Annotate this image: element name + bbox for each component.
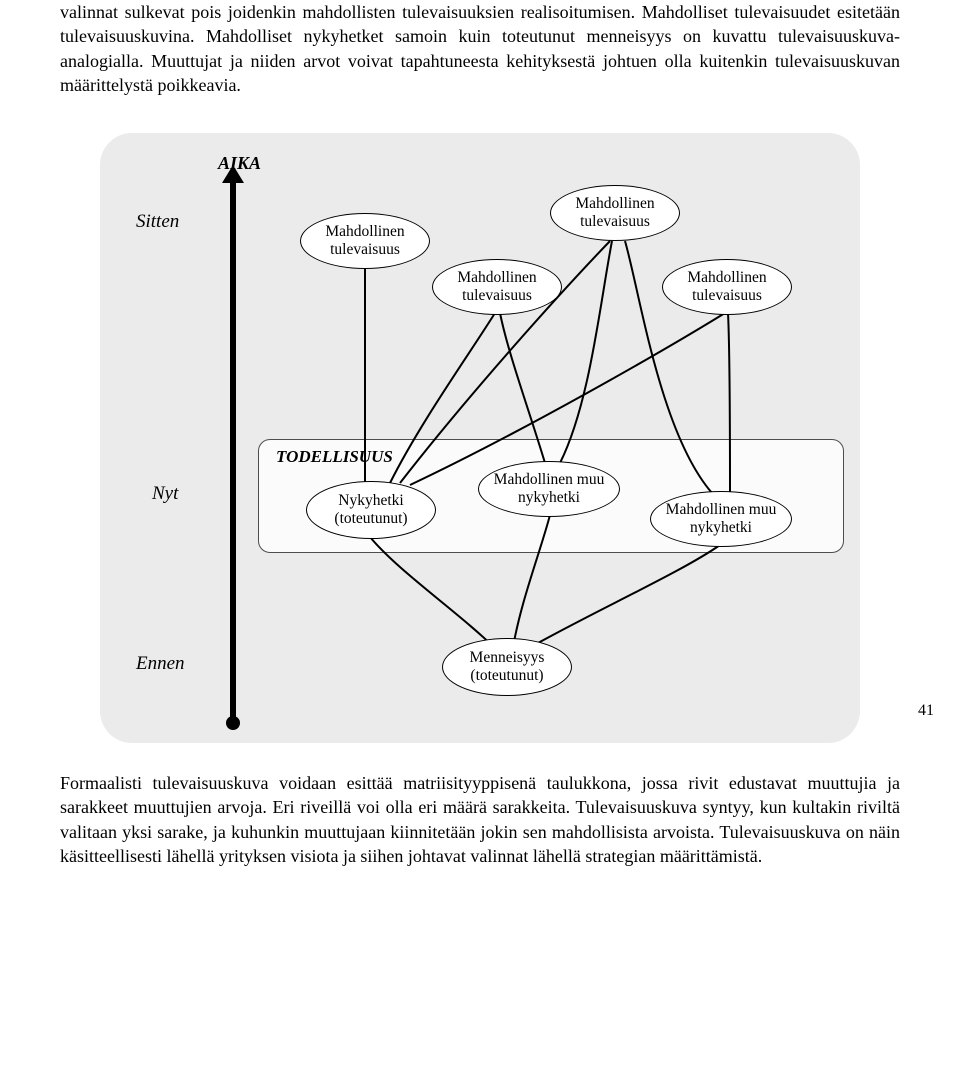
paragraph-bottom: Formaalisti tulevaisuuskuva voidaan esit…: [60, 771, 900, 868]
label-todellisuus: TODELLISUUS: [276, 447, 393, 467]
label-nyt: Nyt: [152, 483, 178, 505]
node-future-4: Mahdollinen tulevaisuus: [662, 259, 792, 315]
paragraph-top: valinnat sulkevat pois joidenkin mahdoll…: [60, 0, 900, 97]
concept-diagram: AIKA Sitten Nyt Ennen TODELLISUUS Mahdol…: [100, 133, 860, 743]
diagram-container: AIKA Sitten Nyt Ennen TODELLISUUS Mahdol…: [100, 133, 860, 743]
label-ennen: Ennen: [136, 653, 185, 675]
node-present-other-2: Mahdollinen muu nykyhetki: [650, 491, 792, 547]
page-number: 41: [918, 702, 934, 720]
label-sitten: Sitten: [136, 211, 179, 233]
node-future-2: Mahdollinen tulevaisuus: [550, 185, 680, 241]
node-past: Menneisyys (toteutunut): [442, 638, 572, 696]
node-present-realized: Nykyhetki (toteutunut): [306, 481, 436, 539]
time-axis: [230, 179, 236, 723]
node-present-other-1: Mahdollinen muu nykyhetki: [478, 461, 620, 517]
node-future-1: Mahdollinen tulevaisuus: [300, 213, 430, 269]
node-future-3: Mahdollinen tulevaisuus: [432, 259, 562, 315]
